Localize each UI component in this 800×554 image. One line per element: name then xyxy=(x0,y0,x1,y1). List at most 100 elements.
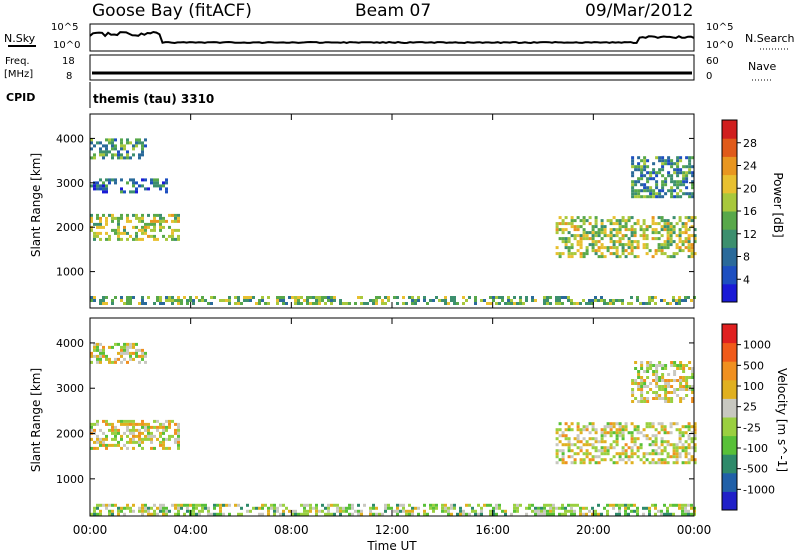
velocity-scatter-cell xyxy=(141,440,144,444)
velocity-scatter-cell xyxy=(540,512,543,516)
power-scatter-cell xyxy=(387,299,390,302)
velocity-scatter-cell xyxy=(646,391,650,394)
power-scatter-cell xyxy=(324,296,327,299)
velocity-scatter-cell xyxy=(162,437,165,441)
power-scatter-cell xyxy=(685,180,689,184)
velocity-scatter-cell xyxy=(594,431,598,435)
power-scatter-cell xyxy=(666,246,670,250)
power-scatter-cell xyxy=(597,255,601,259)
velocity-scatter-cell xyxy=(108,443,111,447)
power-scatter-cell xyxy=(670,195,674,199)
power-scatter-cell xyxy=(661,186,665,190)
velocity-plot-frame xyxy=(89,317,695,517)
power-scatter-cell xyxy=(684,216,688,220)
velocity-scatter-cell xyxy=(213,512,216,516)
velocity-scatter-cell xyxy=(672,503,675,507)
power-scatter-cell xyxy=(618,222,622,226)
power-scatter-cell xyxy=(423,299,426,302)
velocity-scatter-cell xyxy=(129,345,132,349)
power-scatter-cell xyxy=(180,299,183,302)
velocity-scatter-cell xyxy=(643,400,647,403)
velocity-scatter-cell xyxy=(667,373,671,376)
power-scatter-cell xyxy=(573,234,577,238)
power-scatter-cell xyxy=(627,219,631,223)
power-scatter-cell xyxy=(396,296,399,299)
velocity-scatter-cell xyxy=(147,437,150,441)
velocity-scatter-cell xyxy=(675,455,679,459)
power-scatter-cell xyxy=(579,237,583,241)
velocity-scatter-cell xyxy=(123,422,126,426)
velocity-scatter-cell xyxy=(658,385,662,388)
velocity-scatter-cell xyxy=(627,455,631,459)
velocity-scatter-cell xyxy=(330,512,333,516)
velocity-scatter-cell xyxy=(186,509,189,513)
power-scatter-cell xyxy=(276,296,279,299)
velocity-scatter-cell xyxy=(141,419,144,423)
velocity-scatter-cell xyxy=(672,449,676,453)
power-scatter-cells xyxy=(90,138,697,305)
velocity-scatter-cell xyxy=(679,397,683,400)
velocity-scatter-cell xyxy=(594,437,598,441)
velocity-scatter-cell xyxy=(147,509,150,513)
power-scatter-cell xyxy=(690,246,694,250)
velocity-scatter-cell xyxy=(657,458,661,462)
velocity-scatter-cell xyxy=(141,509,144,513)
x-tick-label: 08:00 xyxy=(274,523,309,537)
velocity-scatter-cell xyxy=(675,503,678,507)
velocity-scatter-cell xyxy=(673,370,677,373)
velocity-scatter-cell xyxy=(162,443,165,447)
velocity-scatter-cell xyxy=(591,425,595,429)
power-scatter-cell xyxy=(99,150,102,154)
power-scatter-cell xyxy=(630,246,634,250)
velocity-scatter-cell xyxy=(564,428,568,432)
power-scatter-cell xyxy=(99,141,102,145)
velocity-scatter-cell xyxy=(267,509,270,513)
velocity-scatter-cell xyxy=(513,503,516,507)
velocity-scatter-cell xyxy=(597,449,601,453)
velocity-scatter-cell xyxy=(285,506,288,510)
power-scatter-cell xyxy=(654,249,658,253)
velocity-scatter-cell xyxy=(658,394,662,397)
velocity-scatter-cell xyxy=(606,503,609,507)
velocity-colorbar-tick-label: 25 xyxy=(743,401,757,414)
power-scatter-cell xyxy=(639,302,642,305)
velocity-scatter-cell xyxy=(682,376,686,379)
power-scatter-cell xyxy=(690,249,694,253)
velocity-scatter-cell xyxy=(576,437,580,441)
power-scatter-cell xyxy=(687,237,691,241)
power-scatter-cell xyxy=(99,219,102,223)
velocity-scatter-cell xyxy=(646,397,650,400)
power-scatter-cell xyxy=(174,213,177,217)
velocity-scatter-cell xyxy=(90,428,93,432)
velocity-scatter-cell xyxy=(552,503,555,507)
power-scatter-cell xyxy=(96,231,99,235)
power-scatter-cell xyxy=(615,234,619,238)
velocity-scatter-cell xyxy=(360,509,363,513)
power-scatter-cell xyxy=(636,299,639,302)
power-scatter-cell xyxy=(675,299,678,302)
power-scatter-cell xyxy=(138,184,141,188)
power-scatter-cell xyxy=(597,246,601,250)
power-scatter-cell xyxy=(132,153,135,157)
power-scatter-cell xyxy=(564,243,568,247)
velocity-scatter-cell xyxy=(108,428,111,432)
power-scatter-cell xyxy=(646,186,650,190)
power-scatter-cell xyxy=(645,246,649,250)
power-scatter-cell xyxy=(444,302,447,305)
power-scatter-cell xyxy=(643,168,647,172)
power-scatter-cell xyxy=(600,255,604,259)
velocity-scatter-cell xyxy=(528,503,531,507)
velocity-scatter-cell xyxy=(585,443,589,447)
velocity-scatter-cell xyxy=(117,443,120,447)
velocity-scatter-cell xyxy=(102,443,105,447)
velocity-scatter-cell xyxy=(636,509,639,513)
velocity-scatter-cell xyxy=(621,452,625,456)
power-scatter-cell xyxy=(634,189,638,193)
velocity-scatter-cell xyxy=(585,440,589,444)
power-scatter-cell xyxy=(141,178,144,182)
velocity-scatter-cell xyxy=(120,351,123,355)
power-scatter-cell xyxy=(318,302,321,305)
power-scatter-cell xyxy=(297,299,300,302)
power-scatter-cell xyxy=(640,177,644,181)
velocity-scatter-cell xyxy=(673,388,677,391)
